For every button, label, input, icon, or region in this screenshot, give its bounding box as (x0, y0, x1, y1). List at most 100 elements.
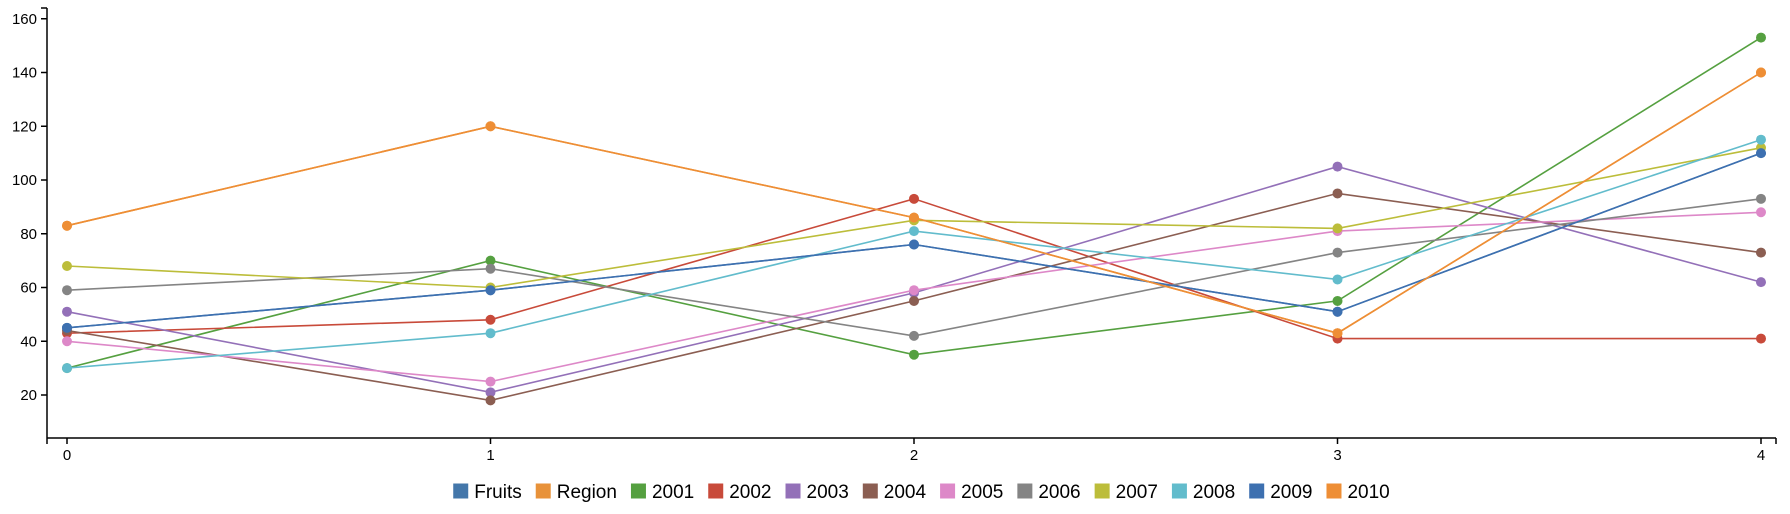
legend-swatch (708, 483, 724, 499)
y-tick-label: 20 (20, 387, 37, 404)
data-point (909, 330, 919, 341)
legend-swatch (630, 483, 646, 499)
legend-label: 2010 (1347, 482, 1389, 503)
legend-swatch (453, 483, 469, 499)
legend-label: 2009 (1270, 482, 1312, 503)
legend-item: 2004 (862, 482, 927, 503)
data-point (909, 239, 919, 250)
y-tick-label: 100 (12, 172, 37, 189)
legend-swatch (535, 483, 551, 499)
data-point (62, 336, 72, 347)
legend-item: 2005 (940, 482, 1003, 503)
legend-swatch (1017, 483, 1033, 499)
y-tick-label: 140 (12, 65, 37, 82)
data-point (485, 314, 496, 325)
data-point (1332, 274, 1343, 285)
legend-item: 2003 (785, 482, 849, 503)
x-tick-label: 2 (910, 447, 918, 464)
data-point (1332, 295, 1343, 306)
y-tick-label: 80 (20, 226, 37, 243)
data-point (1332, 328, 1343, 339)
data-point (485, 121, 496, 132)
series-2006 (62, 193, 1766, 341)
series-2009 (62, 148, 1766, 333)
data-point (62, 363, 72, 374)
x-tick-label: 0 (63, 447, 71, 464)
legend-label: Region (557, 482, 617, 503)
legend-swatch (1171, 483, 1187, 499)
legend-label: 2006 (1038, 482, 1080, 503)
data-point (1332, 247, 1343, 258)
data-point (1332, 306, 1343, 317)
x-tick-label: 3 (1333, 447, 1341, 464)
data-point (62, 285, 72, 296)
legend-label: 2003 (807, 482, 849, 503)
data-point (1332, 161, 1343, 172)
data-point (1756, 333, 1766, 344)
data-point (909, 212, 919, 223)
data-point (1756, 193, 1766, 204)
data-point (485, 328, 496, 339)
data-point (1756, 207, 1766, 218)
data-point (1756, 247, 1766, 258)
data-point (62, 220, 72, 231)
legend-item: 2008 (1171, 482, 1235, 503)
legend-swatch (940, 483, 956, 499)
data-point (1756, 148, 1766, 159)
legend-item: Fruits (453, 482, 522, 503)
data-point (1332, 188, 1343, 199)
data-point (485, 255, 496, 266)
legend-label: 2004 (884, 482, 927, 503)
plot-area (62, 32, 1766, 406)
data-point (485, 263, 496, 274)
data-point (62, 261, 72, 271)
y-tick-label: 60 (20, 280, 37, 297)
data-point (909, 295, 919, 306)
series-2008 (62, 134, 1766, 374)
legend-swatch (862, 483, 878, 499)
legend-label: 2005 (961, 482, 1003, 503)
legend: Fruits Region 2001 2002 2003 2004 2005 2006 2007… (453, 482, 1390, 503)
legend-item: Region (535, 482, 617, 503)
data-point (909, 226, 919, 237)
legend-item: 2009 (1249, 482, 1312, 503)
legend-swatch (1249, 483, 1265, 499)
data-point (909, 349, 919, 360)
legend-swatch (785, 483, 801, 499)
data-point (62, 322, 72, 333)
data-point (909, 193, 919, 204)
data-point (485, 376, 496, 387)
legend-item: 2002 (708, 482, 772, 503)
y-tick-label: 120 (12, 118, 37, 135)
legend-item: 2006 (1017, 482, 1081, 503)
series-2004 (62, 188, 1766, 406)
legend-swatch (1094, 483, 1110, 499)
series-2010 (62, 67, 1766, 339)
x-tick-label: 1 (486, 447, 494, 464)
axes: 20 40 60 80 100 120 140 160 0 1 2 3 4 (12, 7, 1777, 464)
legend-label: 2007 (1116, 482, 1158, 503)
legend-label: Fruits (474, 482, 522, 503)
data-point (1756, 134, 1766, 145)
legend-label: 2001 (652, 482, 694, 503)
legend-label: 2008 (1193, 482, 1235, 503)
data-point (909, 285, 919, 296)
data-point (485, 387, 496, 398)
legend-item: 2010 (1326, 482, 1390, 503)
data-point (1756, 32, 1766, 43)
series-2002 (62, 193, 1766, 344)
legend-item: 2001 (630, 482, 694, 503)
legend-label: 2002 (729, 482, 771, 503)
data-point (1756, 67, 1766, 78)
data-point (1332, 223, 1343, 234)
data-point (62, 306, 72, 317)
y-tick-label: 40 (20, 333, 37, 350)
data-point (485, 285, 496, 296)
legend-swatch (1326, 483, 1342, 499)
x-tick-label: 4 (1757, 447, 1765, 464)
data-point (485, 395, 496, 406)
y-tick-label: 160 (12, 11, 37, 28)
data-point (1756, 277, 1766, 288)
legend-item: 2007 (1094, 482, 1158, 503)
